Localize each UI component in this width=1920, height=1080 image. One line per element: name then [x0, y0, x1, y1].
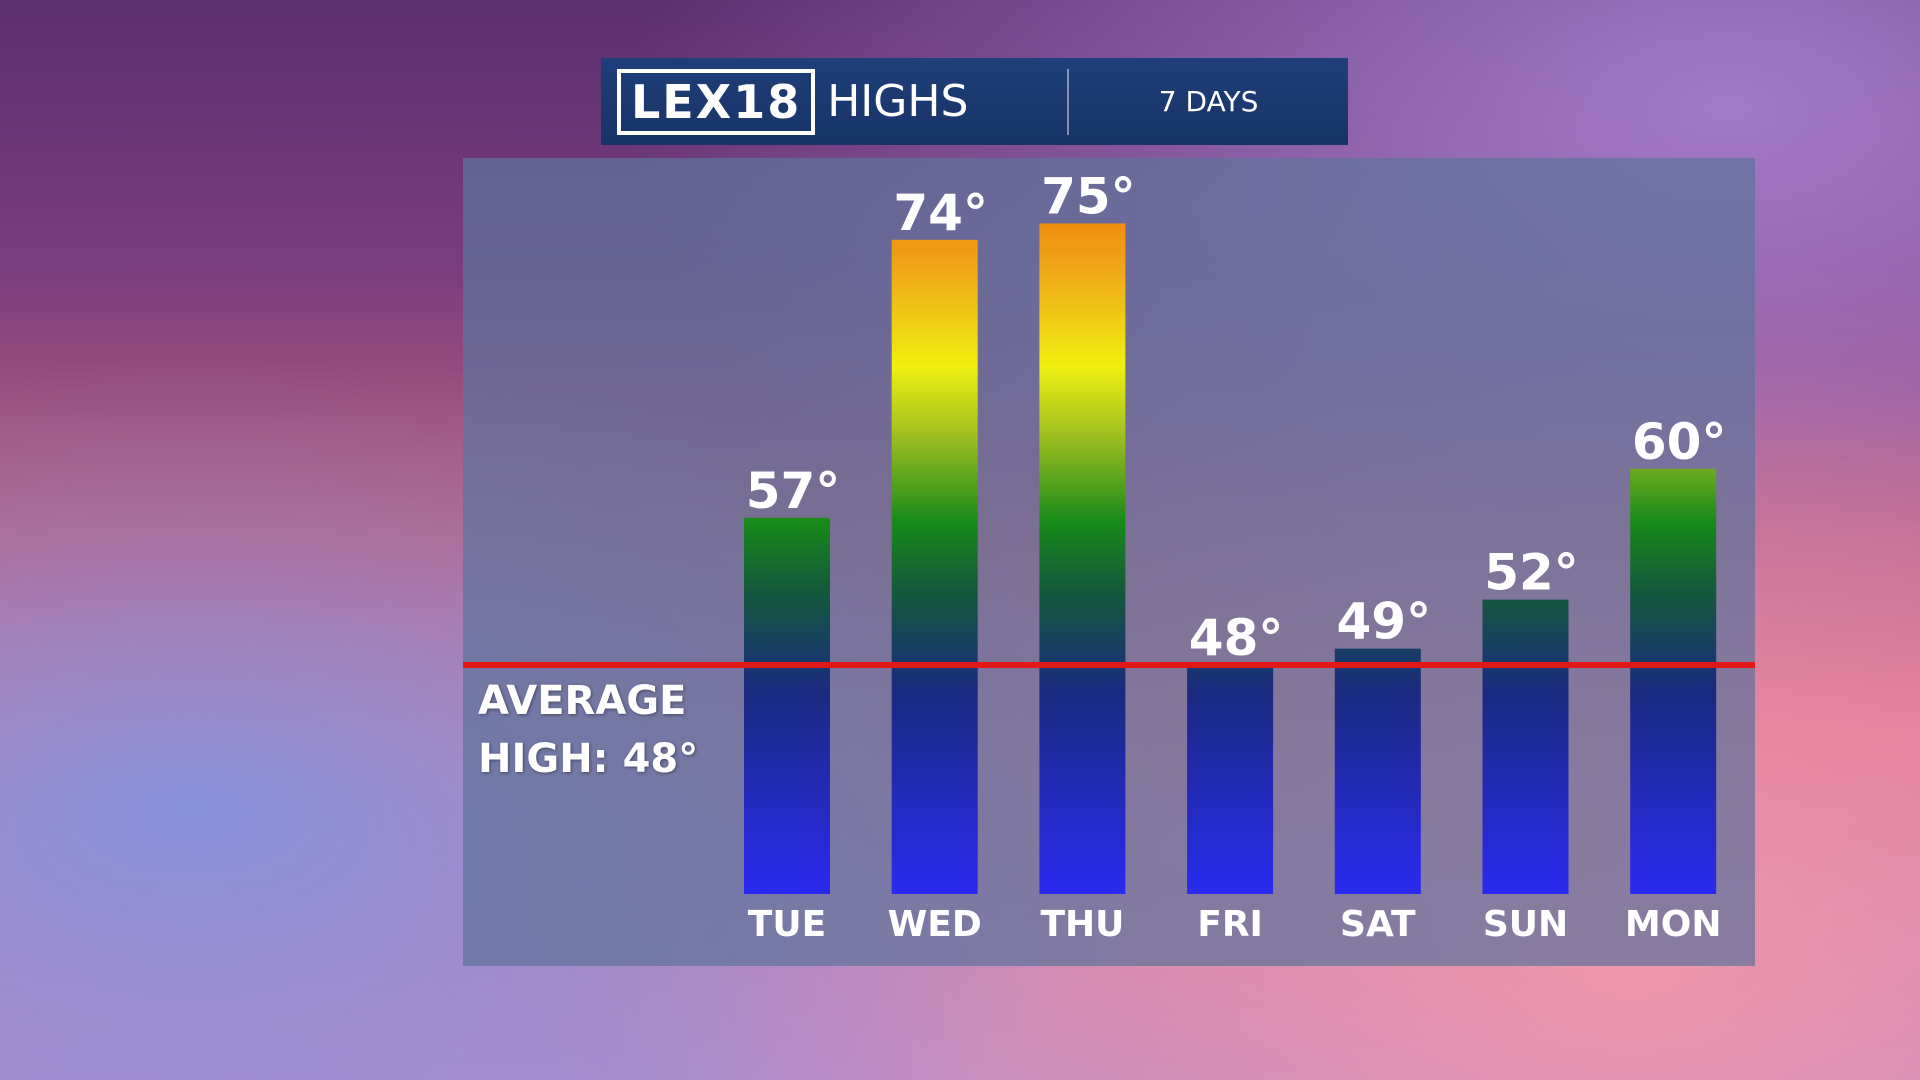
value-label: 57° [746, 462, 841, 520]
bar [1039, 223, 1126, 894]
separator [1067, 68, 1070, 135]
x-tick-label: SAT [1340, 904, 1416, 945]
average-label: AVERAGE HIGH: 48° [478, 678, 699, 782]
bar [891, 239, 978, 894]
x-tick-label: SUN [1483, 904, 1568, 945]
bar [1187, 665, 1274, 894]
x-tick-label: TUE [748, 904, 826, 945]
bar [1630, 468, 1717, 894]
chart-title: HIGHS [827, 76, 969, 127]
header: LEX18 HIGHS 7 DAYS [601, 58, 1348, 145]
bar [1482, 599, 1569, 894]
chart-subtitle: 7 DAYS [1158, 85, 1259, 118]
value-label: 52° [1484, 544, 1579, 602]
bar [1334, 648, 1421, 894]
x-tick-label: MON [1625, 904, 1722, 945]
value-label: 75° [1041, 167, 1136, 225]
x-tick-label: THU [1040, 904, 1124, 945]
value-label: 60° [1632, 413, 1727, 471]
bar [744, 517, 830, 894]
x-tick-label: WED [888, 904, 982, 945]
value-label: 74° [893, 184, 988, 242]
value-label: 49° [1337, 593, 1432, 651]
x-tick-label: FRI [1197, 904, 1263, 945]
brand-logo: LEX18 [617, 68, 816, 135]
value-label: 48° [1189, 609, 1284, 667]
